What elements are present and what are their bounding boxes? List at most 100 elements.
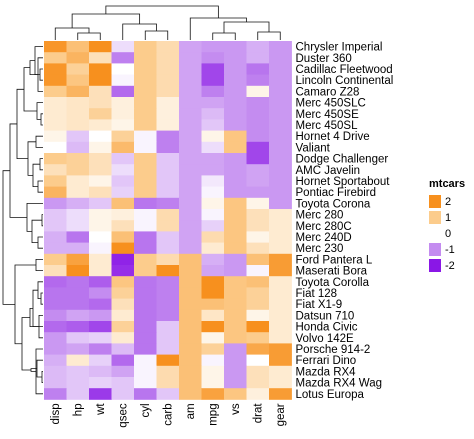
- row-label: Toyota Corolla: [296, 277, 370, 289]
- heatmap-cell: [66, 141, 90, 154]
- row-label: Pontiac Firebird: [296, 187, 377, 199]
- heatmap-cell: [44, 321, 67, 333]
- heatmap-cell: [44, 141, 67, 154]
- heatmap-cell: [179, 186, 202, 199]
- row-dendrogram-link: [36, 102, 43, 120]
- heatmap-cell: [224, 309, 247, 322]
- heatmap-cell: [156, 276, 180, 288]
- row-label: Merc 450SLC: [296, 98, 366, 110]
- heatmap-cell: [66, 130, 90, 143]
- heatmap-cell: [269, 354, 292, 367]
- row-label: Merc 230: [296, 243, 344, 255]
- heatmap-cell: [134, 343, 157, 355]
- heatmap-cell: [134, 287, 157, 299]
- heatmap-cell: [134, 253, 157, 266]
- heatmap-cell: [134, 388, 157, 400]
- heatmap-cell: [89, 242, 112, 255]
- heatmap-cell: [66, 309, 90, 322]
- heatmap-cell: [246, 332, 270, 344]
- heatmap-cell: [134, 186, 157, 199]
- heatmap-cell: [134, 130, 157, 143]
- heatmap-cell: [111, 141, 135, 154]
- heatmap-cell: [134, 175, 157, 187]
- heatmap-cell: [44, 85, 67, 98]
- heatmap-cell: [269, 74, 292, 87]
- heatmap-cell: [44, 197, 67, 210]
- heatmap-cell: [156, 141, 180, 154]
- heatmap-cell: [111, 197, 135, 210]
- heatmap-cell: [44, 287, 67, 299]
- heatmap-cell: [201, 197, 225, 210]
- column-label: hp: [73, 403, 85, 416]
- heatmap-cell: [179, 119, 202, 131]
- heatmap-cell: [156, 119, 180, 131]
- row-dendrogram-link: [37, 180, 43, 193]
- heatmap-cell: [66, 321, 90, 333]
- heatmap-cell: [89, 220, 112, 232]
- heatmap-cell: [201, 231, 225, 243]
- heatmap-cell: [179, 52, 202, 64]
- legend-tick-label: 2: [445, 196, 451, 208]
- heatmap-cell: [201, 175, 225, 187]
- heatmap-cell: [224, 231, 247, 243]
- heatmap-cell: [201, 276, 225, 288]
- column-label: disp: [50, 403, 62, 424]
- row-label: Toyota Corona: [296, 198, 371, 210]
- heatmap-cell: [111, 298, 135, 311]
- heatmap-cell: [134, 309, 157, 322]
- heatmap-cell: [89, 332, 112, 344]
- heatmap-cell: [44, 332, 67, 344]
- heatmap-cell: [134, 220, 157, 232]
- row-label: Honda Civic: [296, 322, 358, 334]
- heatmap-cell: [111, 108, 135, 120]
- heatmap-cell: [134, 141, 157, 154]
- column-dendrogram: [54, 5, 281, 40]
- heatmap-cell: [179, 276, 202, 288]
- heatmap-cell: [201, 85, 225, 98]
- row-dendrogram-link: [39, 68, 43, 81]
- column-label: wt: [95, 403, 107, 416]
- heatmap-cell: [224, 298, 247, 311]
- heatmap-cell: [269, 209, 292, 221]
- heatmap-cell: [224, 321, 247, 333]
- heatmap-cell: [224, 119, 247, 131]
- row-dendrogram-link: [37, 281, 43, 299]
- heatmap-cell: [179, 63, 202, 75]
- heatmap-cell: [224, 130, 247, 143]
- heatmap-cell: [44, 175, 67, 187]
- heatmap-cell: [224, 41, 247, 53]
- heatmap-cell: [179, 287, 202, 299]
- heatmap-cell: [111, 332, 135, 344]
- heatmap-cell: [66, 119, 90, 131]
- legend-swatch: [429, 227, 441, 240]
- heatmap-cell: [66, 388, 90, 400]
- heatmap-cell: [246, 119, 270, 131]
- column-dendrogram-link: [144, 30, 169, 40]
- heatmap-cell: [156, 287, 180, 299]
- heatmap-cell: [201, 365, 225, 378]
- heatmap-cell: [246, 253, 270, 266]
- row-dendrogram-link: [29, 60, 38, 75]
- legend-ticks: 2 1 0 -1 -2: [445, 196, 455, 272]
- heatmap-cell: [66, 332, 90, 344]
- heatmap-cell: [89, 287, 112, 299]
- heatmap-cell: [156, 343, 180, 355]
- heatmap-cell: [66, 197, 90, 210]
- column-labels: disp hp wt qsec cyl carb am mpg vs drat gear: [50, 403, 287, 428]
- heatmap-cell: [201, 343, 225, 355]
- heatmap-cell: [66, 377, 90, 389]
- heatmap-cell: [89, 365, 112, 378]
- heatmap-cell: [111, 287, 135, 299]
- heatmap-cell: [156, 332, 180, 344]
- heatmap-cell: [179, 377, 202, 389]
- row-dendrogram-link: [35, 259, 43, 271]
- heatmap-cell: [111, 74, 135, 87]
- heatmap-cell: [66, 298, 90, 311]
- heatmap-cell: [44, 52, 67, 64]
- heatmap-cell: [134, 231, 157, 243]
- heatmap-cell: [89, 309, 112, 322]
- heatmap-cell: [224, 186, 247, 199]
- column-dendrogram-link: [223, 21, 270, 33]
- column-label: gear: [275, 403, 287, 426]
- heatmap-cell: [179, 97, 202, 109]
